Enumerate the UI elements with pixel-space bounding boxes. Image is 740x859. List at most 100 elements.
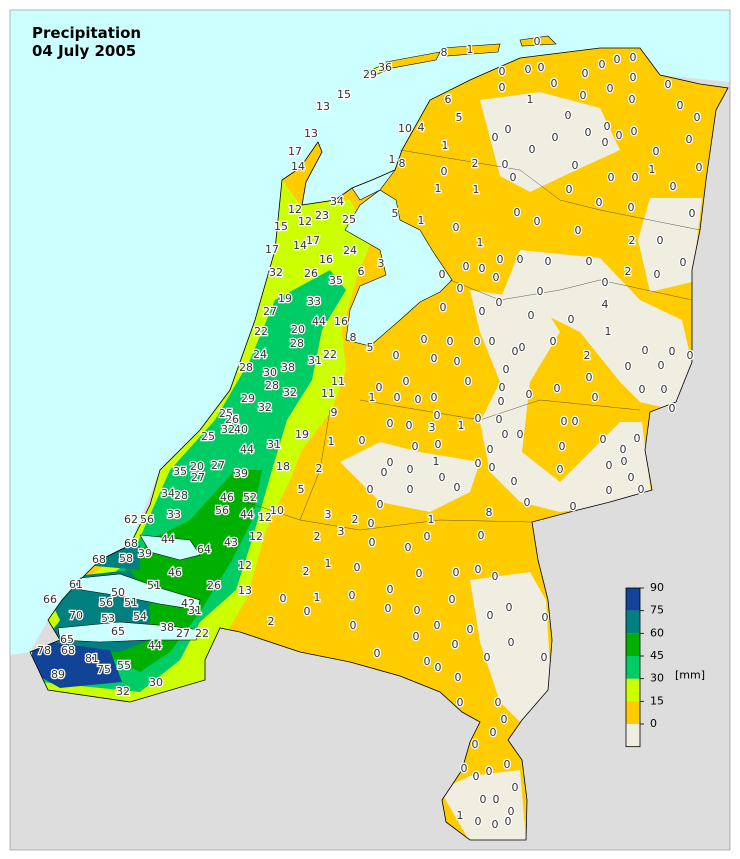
station-value: 11 bbox=[331, 375, 345, 388]
station-value: 15 bbox=[337, 88, 351, 101]
country-outline bbox=[29, 47, 729, 841]
station-value: 0 bbox=[559, 440, 566, 453]
station-value: 39 bbox=[234, 467, 248, 480]
station-value: 30 bbox=[263, 366, 277, 379]
station-value: 16 bbox=[319, 253, 333, 266]
station-value: 0 bbox=[634, 432, 641, 445]
station-value: 0 bbox=[465, 375, 472, 388]
station-value: 0 bbox=[607, 82, 614, 95]
station-value: 0 bbox=[653, 145, 660, 158]
station-value: 0 bbox=[367, 483, 374, 496]
station-value: 44 bbox=[161, 533, 175, 546]
station-value: 0 bbox=[669, 345, 676, 358]
province-borders bbox=[239, 149, 701, 531]
station-value: 0 bbox=[479, 262, 486, 275]
station-value: 0 bbox=[630, 71, 637, 84]
station-value: 0 bbox=[387, 456, 394, 469]
station-value: 0 bbox=[552, 131, 559, 144]
station-value: 0 bbox=[407, 483, 414, 496]
station-value: 38 bbox=[281, 361, 295, 374]
station-value: 43 bbox=[224, 536, 238, 549]
title: Precipitation bbox=[32, 24, 141, 42]
station-value: 0 bbox=[677, 99, 684, 112]
station-value: 0 bbox=[405, 541, 412, 554]
station-value: 4 bbox=[602, 298, 609, 311]
station-value: 0 bbox=[510, 171, 517, 184]
station-value: 0 bbox=[479, 305, 486, 318]
station-value: 50 bbox=[111, 586, 125, 599]
station-value: 66 bbox=[43, 593, 57, 606]
station-value: 0 bbox=[551, 77, 558, 90]
station-value: 0 bbox=[545, 255, 552, 268]
station-value: 52 bbox=[243, 491, 257, 504]
station-value: 28 bbox=[174, 489, 188, 502]
station-value: 0 bbox=[629, 93, 636, 106]
station-value: 1 bbox=[435, 182, 442, 195]
station-value: 0 bbox=[694, 111, 701, 124]
station-value: 25 bbox=[201, 430, 215, 443]
station-value: 0 bbox=[463, 260, 470, 273]
station-value: 0 bbox=[526, 388, 533, 401]
station-value: 0 bbox=[431, 352, 438, 365]
station-value: 32 bbox=[221, 423, 235, 436]
station-value: 89 bbox=[51, 668, 65, 681]
station-value: 39 bbox=[138, 547, 152, 560]
station-value: 0 bbox=[457, 696, 464, 709]
station-value: 0 bbox=[501, 713, 508, 726]
station-value: 8 bbox=[399, 157, 406, 170]
station-value: 17 bbox=[288, 145, 302, 158]
station-value: 12 bbox=[258, 511, 272, 524]
station-value: 0 bbox=[435, 438, 442, 451]
station-value: 56 bbox=[215, 504, 229, 517]
station-value: 20 bbox=[291, 323, 305, 336]
station-value: 62 bbox=[124, 513, 138, 526]
station-value: 0 bbox=[534, 215, 541, 228]
station-value: 11 bbox=[321, 387, 335, 400]
station-value: 25 bbox=[219, 407, 233, 420]
station-value: 2 bbox=[352, 513, 359, 526]
station-value: 0 bbox=[616, 129, 623, 142]
station-value: 0 bbox=[542, 611, 549, 624]
station-value: 0 bbox=[474, 335, 481, 348]
station-value: 64 bbox=[197, 543, 211, 556]
station-value: 0 bbox=[490, 726, 497, 739]
station-value: 0 bbox=[480, 793, 487, 806]
station-value: 0 bbox=[441, 165, 448, 178]
station-value: 8 bbox=[441, 46, 448, 59]
station-value: 24 bbox=[253, 348, 267, 361]
station-value: 10 bbox=[270, 504, 284, 517]
station-value: 0 bbox=[498, 395, 505, 408]
station-value: 0 bbox=[393, 349, 400, 362]
station-value: 22 bbox=[254, 325, 268, 338]
inland-water bbox=[57, 169, 453, 643]
colorbar-segment bbox=[626, 724, 640, 747]
station-value: 0 bbox=[354, 561, 361, 574]
station-value: 8 bbox=[486, 506, 493, 519]
station-value: 0 bbox=[387, 583, 394, 596]
station-value: 0 bbox=[489, 461, 496, 474]
station-value: 19 bbox=[278, 292, 292, 305]
station-value: 0 bbox=[421, 333, 428, 346]
station-value: 0 bbox=[517, 428, 524, 441]
station-value: 0 bbox=[572, 415, 579, 428]
station-value: 0 bbox=[654, 268, 661, 281]
colorbar-segment bbox=[626, 701, 640, 724]
colorbar-tick-label: 60 bbox=[650, 626, 664, 639]
colorbar-segment bbox=[626, 656, 640, 679]
station-value: 31 bbox=[188, 604, 202, 617]
station-value: 27 bbox=[176, 627, 190, 640]
station-value: 0 bbox=[359, 434, 366, 447]
station-value: 0 bbox=[508, 636, 515, 649]
station-value: 0 bbox=[489, 335, 496, 348]
station-value: 0 bbox=[461, 762, 468, 775]
station-value: 46 bbox=[168, 566, 182, 579]
station-value: 1 bbox=[477, 236, 484, 249]
station-value: 0 bbox=[572, 159, 579, 172]
colorbar-unit: [mm] bbox=[675, 668, 705, 681]
station-value: 14 bbox=[293, 239, 307, 252]
station-value: 56 bbox=[140, 513, 154, 526]
station-value: 0 bbox=[304, 605, 311, 618]
station-value: 0 bbox=[487, 609, 494, 622]
station-value: 0 bbox=[506, 601, 513, 614]
station-value: 12 bbox=[298, 215, 312, 228]
